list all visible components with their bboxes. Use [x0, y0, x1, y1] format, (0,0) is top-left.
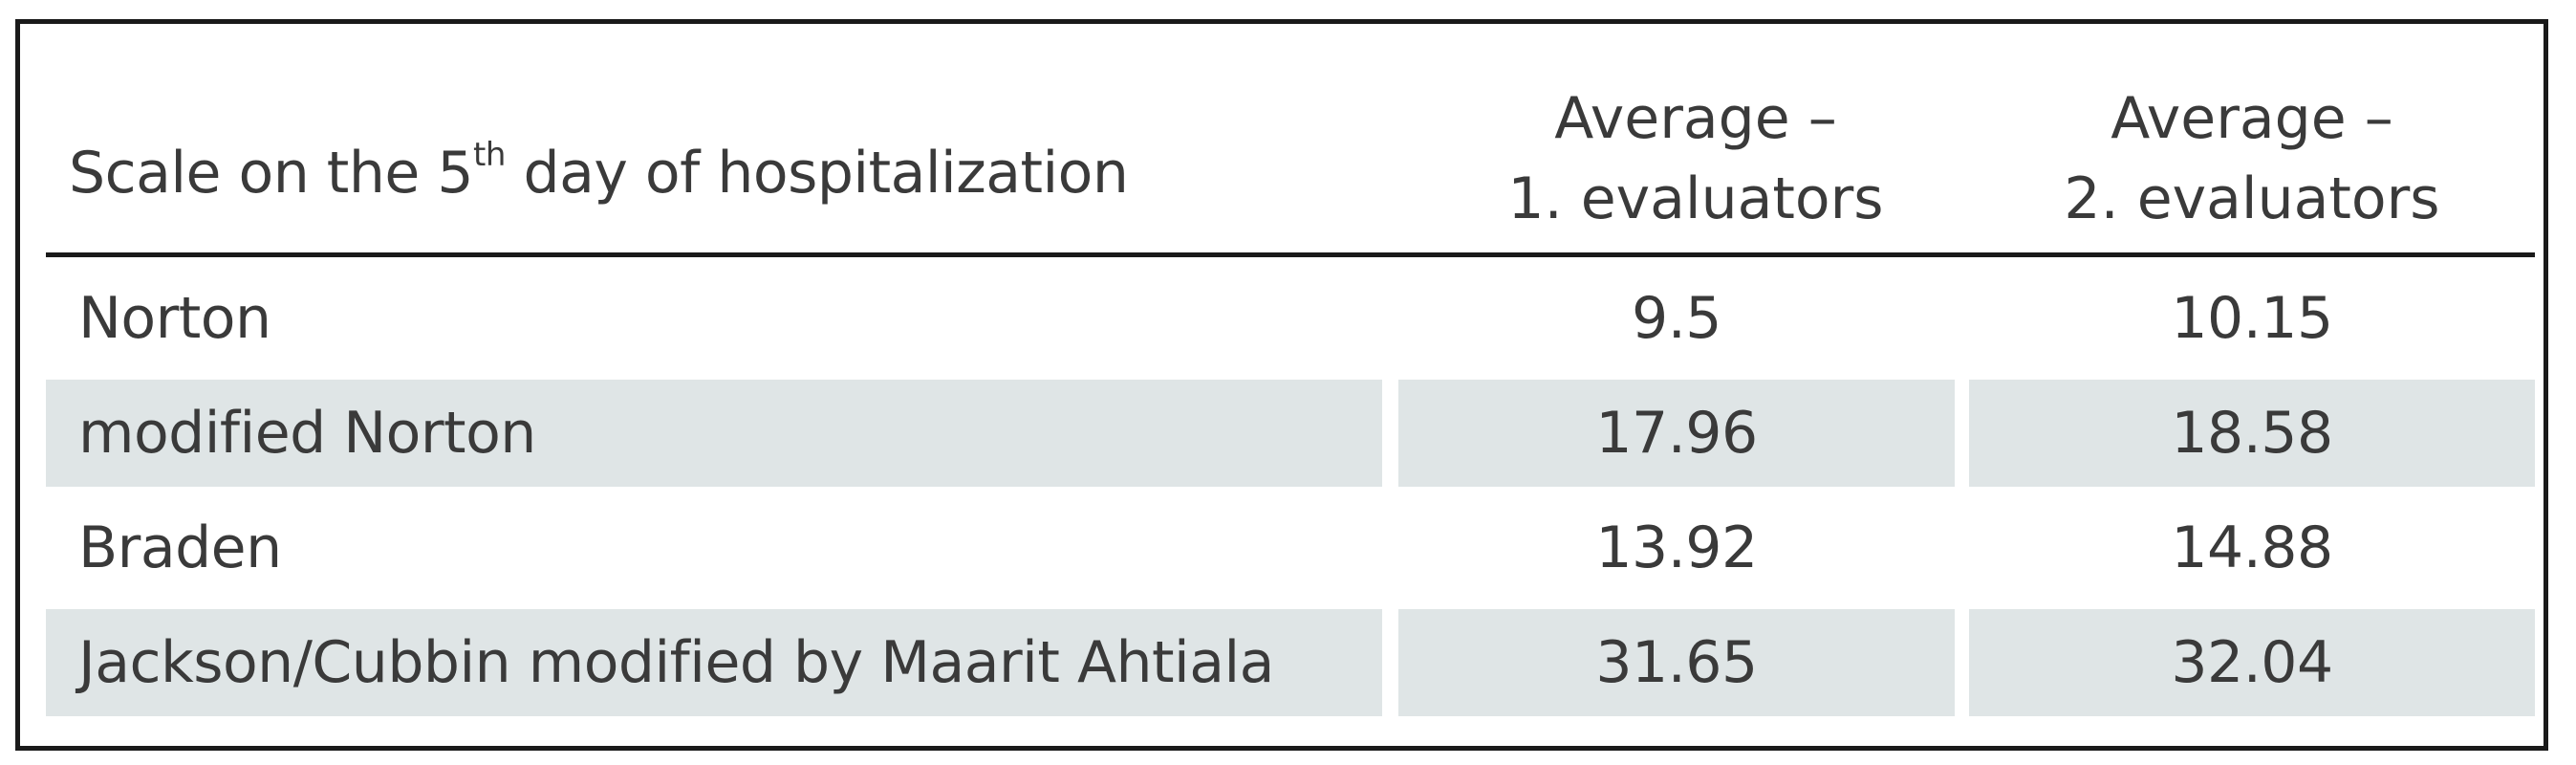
evaluator-2-average-cell: 18.58	[1969, 380, 2535, 487]
scale-name-cell: modified Norton	[46, 380, 1382, 487]
table-row: Norton 9.5 10.15	[46, 265, 2535, 380]
evaluator-2-average-cell: 32.04	[1969, 609, 2535, 716]
table-row: Braden 13.92 14.88	[46, 494, 2535, 609]
table-frame	[15, 19, 2548, 751]
scale-name-cell: Braden	[78, 514, 282, 581]
evaluator-2-average-cell: 14.88	[2171, 514, 2333, 581]
evaluator-1-average-cell: 9.5	[1632, 285, 1721, 352]
table-row: modified Norton 17.96 18.58	[46, 380, 2535, 494]
evaluator-1-average-cell: 17.96	[1398, 380, 1955, 487]
table-row: Jackson/Cubbin modified by Maarit Ahtial…	[46, 609, 2535, 724]
scale-column-header: Scale on the 5th day of hospitalization	[69, 136, 1129, 207]
evaluator-1-column-header: Average – 1. evaluators	[1507, 85, 1884, 232]
table-header: Scale on the 5th day of hospitalization …	[46, 75, 2535, 257]
evaluator-2-column-header: Average – 2. evaluators	[2064, 85, 2440, 232]
scale-name-cell: Norton	[78, 285, 271, 352]
scale-table: Scale on the 5th day of hospitalization …	[46, 75, 2535, 724]
scale-name-cell: Jackson/Cubbin modified by Maarit Ahtial…	[46, 609, 1382, 716]
evaluator-1-average-cell: 13.92	[1595, 514, 1758, 581]
evaluator-1-average-cell: 31.65	[1398, 609, 1955, 716]
evaluator-2-average-cell: 10.15	[2171, 285, 2333, 352]
